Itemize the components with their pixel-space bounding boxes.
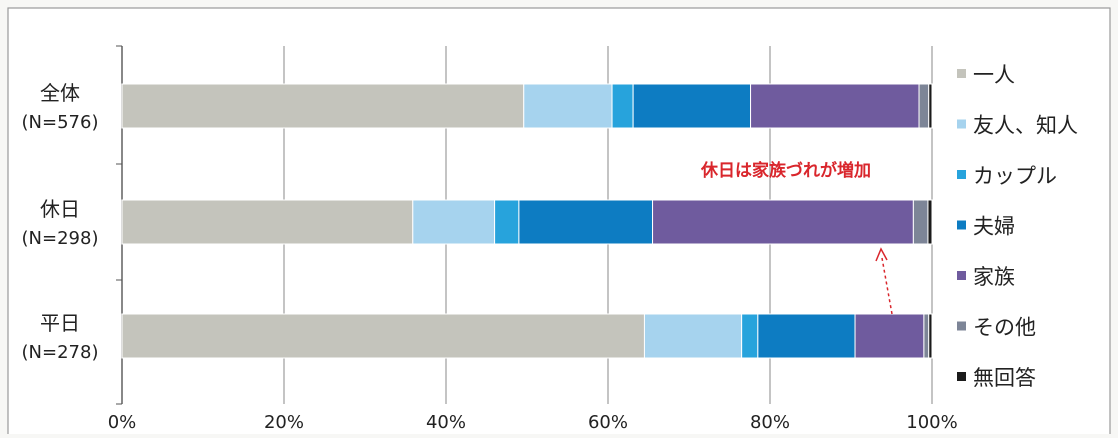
legend-swatch — [957, 170, 966, 179]
legend-swatch — [957, 119, 966, 129]
bar-segment — [121, 199, 414, 245]
bar-segment — [912, 199, 929, 245]
x-tick-label: 80% — [750, 412, 790, 433]
bar-segment — [923, 313, 930, 359]
category-n-label: (N=278) — [22, 342, 99, 363]
bar-segment — [523, 83, 613, 129]
bar-segment — [928, 83, 933, 129]
bar-segment — [121, 83, 525, 129]
x-tick-label: 0% — [108, 412, 137, 433]
legend-label: 家族 — [973, 265, 1015, 289]
x-tick-label: 100% — [906, 412, 957, 433]
bar-segment — [643, 313, 743, 359]
legend-label: 無回答 — [973, 366, 1036, 390]
bar-segment — [928, 313, 933, 359]
legend-swatch — [957, 220, 966, 230]
category-label: 全体 — [40, 81, 80, 105]
category-labels: 全体 (N=576) 休日 (N=298) 平日 (N=278) — [22, 81, 99, 363]
legend-label: 友人、知人 — [973, 114, 1078, 138]
bar-segment — [121, 313, 645, 359]
legend-swatch — [957, 69, 966, 78]
legend-label: カップル — [973, 164, 1057, 188]
category-label: 平日 — [40, 311, 80, 335]
x-axis-ticks: 0% 20% 40% 60% 80% 100% — [108, 412, 958, 433]
bar-segment — [741, 313, 759, 359]
legend-label: 夫婦 — [973, 215, 1015, 239]
category-label: 休日 — [40, 197, 80, 221]
annotation-arrow-head — [875, 247, 888, 262]
bar-segment — [757, 313, 856, 359]
legend-swatch — [957, 321, 966, 331]
bar-segment — [854, 313, 925, 359]
legend-label: 一人 — [973, 63, 1015, 87]
x-tick-label: 40% — [426, 412, 466, 433]
bar-segment — [518, 199, 654, 245]
bar-segment — [918, 83, 930, 129]
x-tick-label: 60% — [588, 412, 628, 433]
x-tick-label: 20% — [264, 412, 304, 433]
bars-group — [121, 83, 933, 359]
legend-swatch — [957, 271, 966, 280]
bar-segment — [412, 199, 496, 245]
bar-segment — [611, 83, 634, 129]
bar-segment — [632, 83, 752, 129]
annotation: 休日は家族づれが増加 — [700, 160, 893, 315]
category-n-label: (N=298) — [22, 228, 99, 249]
legend-label: その他 — [973, 316, 1036, 340]
bar-segment — [652, 199, 914, 245]
bar-segment — [494, 199, 520, 245]
bar-segment — [927, 199, 933, 245]
legend-swatch — [957, 372, 966, 381]
bar-segment — [750, 83, 920, 129]
annotation-text: 休日は家族づれが増加 — [700, 160, 871, 181]
category-n-label: (N=576) — [22, 112, 99, 133]
